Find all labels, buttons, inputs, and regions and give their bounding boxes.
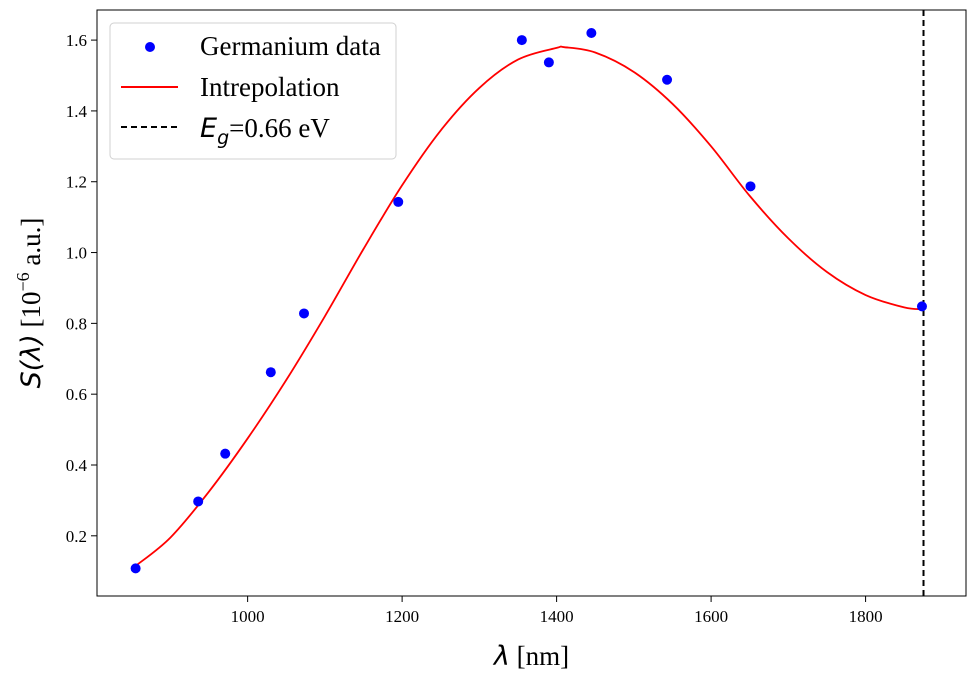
y-tick-label: 1.2	[66, 173, 87, 192]
data-point	[130, 563, 141, 574]
legend: Germanium data Intrepolation Eg=0.66 eV	[109, 22, 397, 160]
y-axis-symbol: S(λ)	[16, 334, 47, 388]
data-point	[662, 74, 673, 85]
legend-label-bandgap: Eg=0.66 eV	[200, 113, 330, 149]
data-point	[586, 28, 597, 39]
y-axis-exponent: −6	[13, 272, 33, 291]
data-point	[916, 301, 927, 312]
data-point	[745, 181, 756, 192]
y-tick-label: 0.2	[66, 527, 87, 546]
y-tick-label: 1.4	[66, 102, 88, 121]
y-axis-label: S(λ) [10−6 a.u.]	[13, 218, 47, 389]
interpolation-line	[135, 45, 923, 567]
x-axis-symbol: λ	[492, 641, 510, 672]
data-point	[543, 57, 554, 68]
data-point	[393, 196, 404, 207]
x-tick-label: 1400	[540, 607, 574, 626]
x-tick-label: 1200	[385, 607, 419, 626]
series-layer	[130, 10, 927, 596]
data-point	[193, 496, 204, 507]
y-tick-label: 0.4	[66, 456, 88, 475]
legend-marker-germanium	[145, 42, 155, 52]
legend-box	[109, 22, 397, 160]
legend-label-interpolation: Intrepolation	[200, 72, 340, 102]
x-tick-label: 1600	[694, 607, 728, 626]
legend-bandgap-symbol: E	[200, 113, 217, 144]
x-tick-label: 1000	[231, 607, 265, 626]
x-axis-unit: [nm]	[510, 641, 569, 671]
x-axis-label: λ [nm]	[492, 641, 569, 672]
y-tick-label: 1.0	[66, 244, 87, 263]
data-point	[516, 35, 527, 46]
data-point	[299, 308, 310, 319]
legend-bandgap-subscript: g	[217, 127, 229, 149]
y-axis-suffix: a.u.]	[16, 218, 46, 273]
data-point	[265, 367, 276, 378]
x-tick-label: 1800	[849, 607, 883, 626]
y-axis-prefix: [10	[16, 291, 46, 334]
legend-label-germanium: Germanium data	[200, 31, 381, 61]
legend-bandgap-value: =0.66 eV	[229, 113, 330, 143]
y-tick-label: 1.6	[66, 31, 87, 50]
ticks-layer: 1000 1200 1400 1600 1800 0.2 0.4 0.6 0.8 1.0 1.2 1.…	[66, 31, 883, 626]
y-tick-label: 0.8	[66, 314, 87, 333]
y-tick-label: 0.6	[66, 385, 87, 404]
data-point	[220, 448, 231, 459]
plot-frame	[96, 9, 967, 597]
